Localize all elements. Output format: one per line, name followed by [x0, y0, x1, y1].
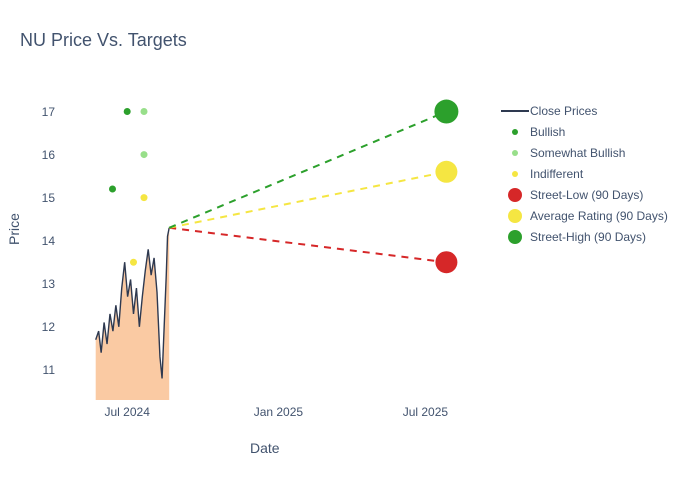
legend-item[interactable]: Indifferent [500, 163, 668, 184]
indifferent-marker [130, 259, 137, 266]
legend-label: Somewhat Bullish [530, 146, 625, 160]
legend-symbol [500, 122, 530, 142]
legend-label: Street-High (90 Days) [530, 230, 646, 244]
plot-area [60, 90, 480, 400]
legend-item[interactable]: Somewhat Bullish [500, 142, 668, 163]
target-marker-average_rating [435, 161, 457, 183]
legend-item[interactable]: Bullish [500, 121, 668, 142]
somewhat-bullish-marker [141, 108, 148, 115]
chart-container: NU Price Vs. Targets Price Date 11 12 13 14… [0, 0, 700, 500]
legend-symbol [500, 101, 530, 121]
y-tick: 17 [25, 105, 55, 119]
y-axis-label: Price [6, 213, 22, 245]
chart-title: NU Price Vs. Targets [20, 30, 187, 51]
legend-label: Street-Low (90 Days) [530, 188, 643, 202]
projection-line-street_low [169, 228, 446, 262]
legend-symbol [500, 185, 530, 205]
y-tick: 14 [25, 234, 55, 248]
legend-symbol [500, 164, 530, 184]
legend-item[interactable]: Street-High (90 Days) [500, 226, 668, 247]
y-tick: 15 [25, 191, 55, 205]
y-tick: 16 [25, 148, 55, 162]
bullish-marker [124, 108, 131, 115]
bullish-marker [109, 186, 116, 193]
legend: Close Prices Bullish Somewhat Bullish Indif… [500, 100, 668, 247]
x-tick: Jan 2025 [254, 405, 303, 419]
legend-label: Indifferent [530, 167, 583, 181]
legend-item[interactable]: Close Prices [500, 100, 668, 121]
legend-label: Bullish [530, 125, 565, 139]
somewhat-bullish-marker [141, 151, 148, 158]
projection-line-street_high [169, 112, 446, 228]
y-tick: 13 [25, 277, 55, 291]
legend-item[interactable]: Average Rating (90 Days) [500, 205, 668, 226]
y-tick: 12 [25, 320, 55, 334]
legend-symbol [500, 206, 530, 226]
legend-label: Average Rating (90 Days) [530, 209, 668, 223]
projection-line-average_rating [169, 172, 446, 228]
legend-symbol [500, 143, 530, 163]
x-tick: Jul 2025 [403, 405, 448, 419]
legend-symbol [500, 227, 530, 247]
target-marker-street_low [435, 251, 457, 273]
legend-label: Close Prices [530, 104, 597, 118]
plot-svg [60, 90, 480, 400]
x-tick: Jul 2024 [105, 405, 150, 419]
indifferent-marker [141, 194, 148, 201]
x-axis-label: Date [250, 440, 280, 456]
target-marker-street_high [434, 100, 458, 124]
legend-item[interactable]: Street-Low (90 Days) [500, 184, 668, 205]
y-tick: 11 [25, 363, 55, 377]
